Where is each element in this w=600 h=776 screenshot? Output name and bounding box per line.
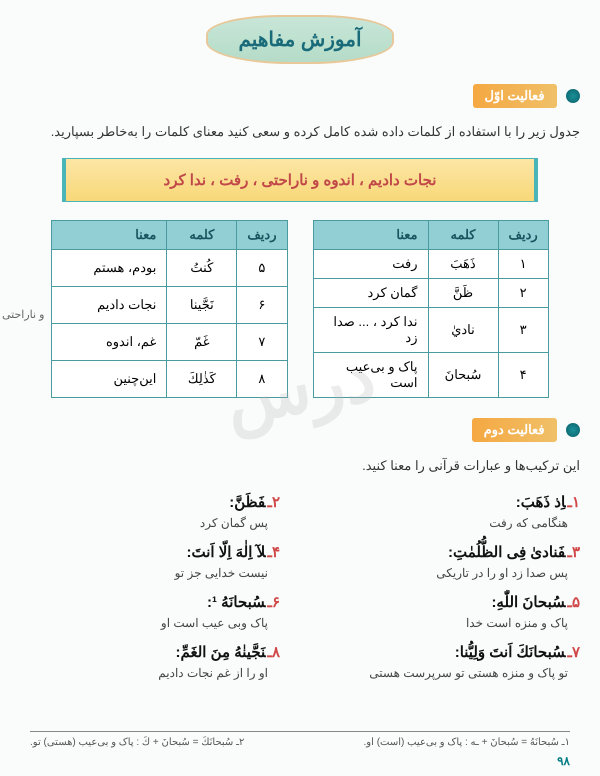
- activity-2-label: فعالیت دوم: [472, 418, 557, 442]
- activity-1-instruction: جدول زیر را با استفاده از کلمات داده شده…: [20, 120, 580, 143]
- activity-1-section: فعالیت اوّل جدول زیر را با استفاده از کل…: [20, 84, 580, 202]
- th-radif: ردیف: [498, 221, 548, 250]
- phrase-item: ۷ـسُبحانَكَ اَنتَ وَلِیُّنا:تو پاک و منز…: [320, 643, 580, 683]
- footnote-1: ۱ـ سُبحانَهُ = سُبحانَ + ـه : پاک و بی‌ع…: [364, 737, 570, 748]
- phrase-col-left: ۲ـفَظَنَّ:پس گمان کرد ۴ـلآ اِلٰهَ اِلّا …: [20, 493, 280, 694]
- phrase-item: ۵ـسُبحانَ اللّٰهِ:پاک و منزه است خدا: [320, 593, 580, 633]
- vocab-table-left: ردیف کلمه معنا ۵کُنتُبودم، هستم ۶نَجَّین…: [51, 220, 287, 398]
- activity-1-label: فعالیت اوّل: [473, 84, 557, 108]
- table-row: ۲ظَنَّگمان کرد: [313, 279, 548, 308]
- table-row: ۶نَجَّینانجات دادیم: [52, 287, 287, 324]
- table-row: ۴سُبحانَپاک و بی‌عیب است: [313, 353, 548, 398]
- phrase-item: ۱ـاِذ ذَهَبَ:هنگامی که رفت: [320, 493, 580, 533]
- table-row: ۸کَذٰلِكَاین‌چنین: [52, 361, 287, 398]
- page-number: ۹۸: [557, 754, 570, 768]
- bullet-icon: [566, 89, 580, 103]
- bullet-icon: [566, 423, 580, 437]
- phrase-col-right: ۱ـاِذ ذَهَبَ:هنگامی که رفت ۳ـفَنادىٰ فِی…: [320, 493, 580, 694]
- activity-2-instruction: این ترکیب‌ها و عبارات قرآنی را معنا کنید…: [20, 454, 580, 477]
- th-kalame: کلمه: [428, 221, 498, 250]
- phrase-item: ۲ـفَظَنَّ:پس گمان کرد: [20, 493, 280, 533]
- phrases-grid: ۱ـاِذ ذَهَبَ:هنگامی که رفت ۳ـفَنادىٰ فِی…: [20, 493, 580, 694]
- th-mana: معنا: [52, 221, 167, 250]
- phrase-item: ۳ـفَنادىٰ فِی الظُّلُمٰتِ:پس صدا زد او ر…: [320, 543, 580, 583]
- table-row: ۱ذَهَبَرفت: [313, 250, 548, 279]
- header-badge: آموزش مفاهیم: [20, 15, 580, 64]
- vocab-table-right: ردیف کلمه معنا ۱ذَهَبَرفت ۲ظَنَّگمان کرد…: [313, 220, 549, 398]
- table-row: ۳ناديٰندا کرد ، ... صدا زد: [313, 308, 548, 353]
- vocab-tables: ردیف کلمه معنا ۱ذَهَبَرفت ۲ظَنَّگمان کرد…: [20, 220, 580, 398]
- th-kalame: کلمه: [167, 221, 237, 250]
- th-radif: ردیف: [237, 221, 287, 250]
- table-row: ۷غَمّغم، اندوه: [52, 324, 287, 361]
- word-bank-box: نجات دادیم ، اندوه و ناراحتی ، رفت ، ندا…: [62, 158, 538, 202]
- phrase-item: ۸ـنَجَّینٰهُ مِنَ الغَمِّ:او را از غم نج…: [20, 643, 280, 683]
- th-mana: معنا: [313, 221, 428, 250]
- table-row: ۵کُنتُبودم، هستم: [52, 250, 287, 287]
- activity-2-section: فعالیت دوم این ترکیب‌ها و عبارات قرآنی ر…: [20, 418, 580, 693]
- phrase-item: ۶ـسُبحانَهُ ¹:پاک وبی عیب است او: [20, 593, 280, 633]
- phrase-item: ۴ـلآ اِلٰهَ اِلّا اَنتَ:نیست خدایی جز تو: [20, 543, 280, 583]
- footnotes: ۱ـ سُبحانَهُ = سُبحانَ + ـه : پاک و بی‌ع…: [30, 731, 570, 748]
- header-title: آموزش مفاهیم: [206, 15, 393, 64]
- side-annotation: و ناراحتی: [2, 308, 44, 321]
- footnote-2: ۲ـ سُبحانَكَ = سُبحانَ + كَ : پاک و بی‌ع…: [30, 737, 244, 748]
